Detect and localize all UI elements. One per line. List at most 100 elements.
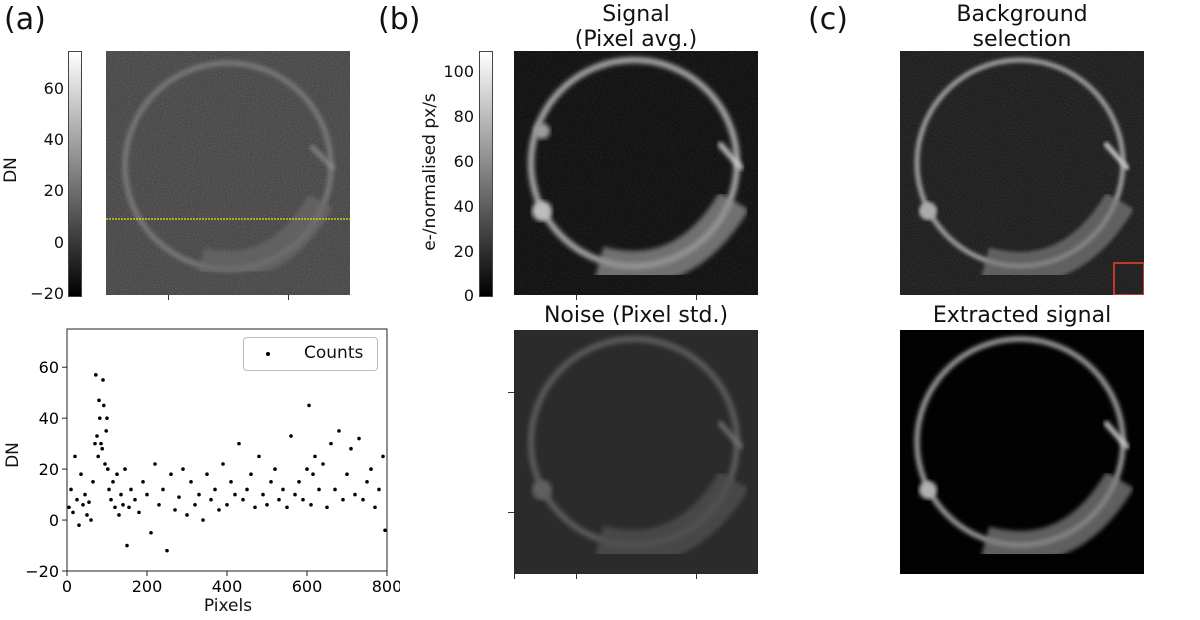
scatter-point xyxy=(77,523,81,527)
scatter-point xyxy=(321,462,325,466)
scatter-point xyxy=(273,467,277,471)
scatter-point xyxy=(95,434,99,438)
extracted-signal-image xyxy=(900,330,1144,574)
scatter-point xyxy=(145,492,149,497)
scatter-point xyxy=(333,487,337,492)
scatter-point xyxy=(329,441,333,446)
scatter-point xyxy=(353,492,357,497)
scatter-point xyxy=(94,373,98,377)
scatter-point xyxy=(79,472,83,476)
background-selection-box xyxy=(1113,262,1144,295)
scatter-point xyxy=(106,467,110,471)
y-tick-label: 40 xyxy=(39,409,59,428)
scatter-point xyxy=(113,505,117,510)
legend-marker xyxy=(266,352,270,356)
scatter-point xyxy=(133,497,137,502)
scatter-point xyxy=(265,502,269,507)
scatter-point xyxy=(97,398,101,403)
scatter-point xyxy=(245,487,249,492)
scatter-point xyxy=(249,472,253,476)
x-tick-label: 400 xyxy=(212,577,243,596)
scatter-point xyxy=(98,416,102,420)
scatter-point xyxy=(177,495,181,499)
colorbar-tick: −20 xyxy=(30,284,64,303)
scatter-point xyxy=(71,510,75,515)
y-tick-label: 20 xyxy=(39,460,59,479)
background-title: Background selection xyxy=(900,2,1144,52)
extracted-title: Extracted signal xyxy=(932,303,1112,328)
scatter-point xyxy=(69,487,73,492)
scatter-point xyxy=(345,472,349,476)
noise-image xyxy=(514,330,758,574)
scatter-point xyxy=(153,462,157,466)
scatter-point xyxy=(101,378,105,382)
scatter-point xyxy=(197,492,201,497)
scatter-point xyxy=(169,472,173,476)
scatter-point xyxy=(377,487,381,492)
scatter-point xyxy=(269,480,273,484)
scatter-point xyxy=(83,492,87,497)
colorbar-tick: 60 xyxy=(453,152,474,171)
y-tick-label: 60 xyxy=(39,358,59,377)
scatter-point xyxy=(383,528,387,533)
signal-title-line1: Signal xyxy=(602,2,670,27)
scatter-point xyxy=(237,441,241,446)
scatter-point xyxy=(349,446,353,451)
scatter-point xyxy=(277,497,281,502)
colorbar-label-signal: e-/normalised px/s xyxy=(420,93,440,251)
scatter-point xyxy=(81,502,85,507)
colorbar-tick: 20 xyxy=(43,181,64,200)
legend-label: Counts xyxy=(304,343,364,363)
scatter-point xyxy=(369,467,373,471)
scatter-point xyxy=(115,472,119,476)
scatter-point xyxy=(73,454,77,459)
scatter-point xyxy=(293,492,297,497)
scatter-point xyxy=(241,497,245,502)
scatter-point xyxy=(201,518,205,522)
scatter-ylabel: DN xyxy=(3,442,23,468)
scatter-point xyxy=(297,480,301,484)
scatter-point xyxy=(75,497,79,502)
scatter-point xyxy=(185,513,189,517)
scatter-point xyxy=(311,472,315,476)
scatter-point xyxy=(305,467,309,471)
scatter-point xyxy=(381,454,385,459)
scatter-point xyxy=(205,472,209,476)
scatter-point xyxy=(365,480,369,484)
scatter-xlabel: Pixels xyxy=(203,596,253,616)
scatter-point xyxy=(289,434,293,438)
scatter-point xyxy=(111,480,115,484)
y-tick-label: −20 xyxy=(25,562,59,581)
scatter-point xyxy=(313,454,317,459)
colorbar-tick: 0 xyxy=(53,233,64,252)
background-title-line1: Background xyxy=(956,2,1088,27)
scatter-point xyxy=(225,502,229,507)
scatter-point xyxy=(123,467,127,471)
x-tick-label: 800 xyxy=(372,577,400,596)
scatter-point xyxy=(221,462,225,466)
colorbar-tick: 40 xyxy=(453,197,474,216)
scatter-point xyxy=(161,487,165,492)
scatter-point xyxy=(337,429,341,433)
scatter-point xyxy=(357,436,361,441)
scatter-point xyxy=(285,505,289,510)
x-tick-label: 200 xyxy=(132,577,163,596)
scatter-legend: Counts xyxy=(243,337,378,371)
scatter-point xyxy=(173,508,177,512)
scatter-point xyxy=(189,480,193,484)
colorbar-dn xyxy=(68,51,82,297)
background-selection-image xyxy=(900,51,1144,295)
scatter-point xyxy=(100,446,104,451)
panel-label-c: (c) xyxy=(808,2,848,37)
scatter-point xyxy=(117,513,121,517)
panel-label-a: (a) xyxy=(4,2,46,37)
colorbar-tick: 40 xyxy=(43,130,64,149)
colorbar-tick: 100 xyxy=(443,62,474,81)
scatter-point xyxy=(67,505,71,510)
scatter-point xyxy=(217,508,221,512)
scatter-point xyxy=(261,492,265,497)
scatter-point xyxy=(149,530,153,535)
scatter-point xyxy=(157,502,161,507)
scatter-point xyxy=(309,502,313,507)
